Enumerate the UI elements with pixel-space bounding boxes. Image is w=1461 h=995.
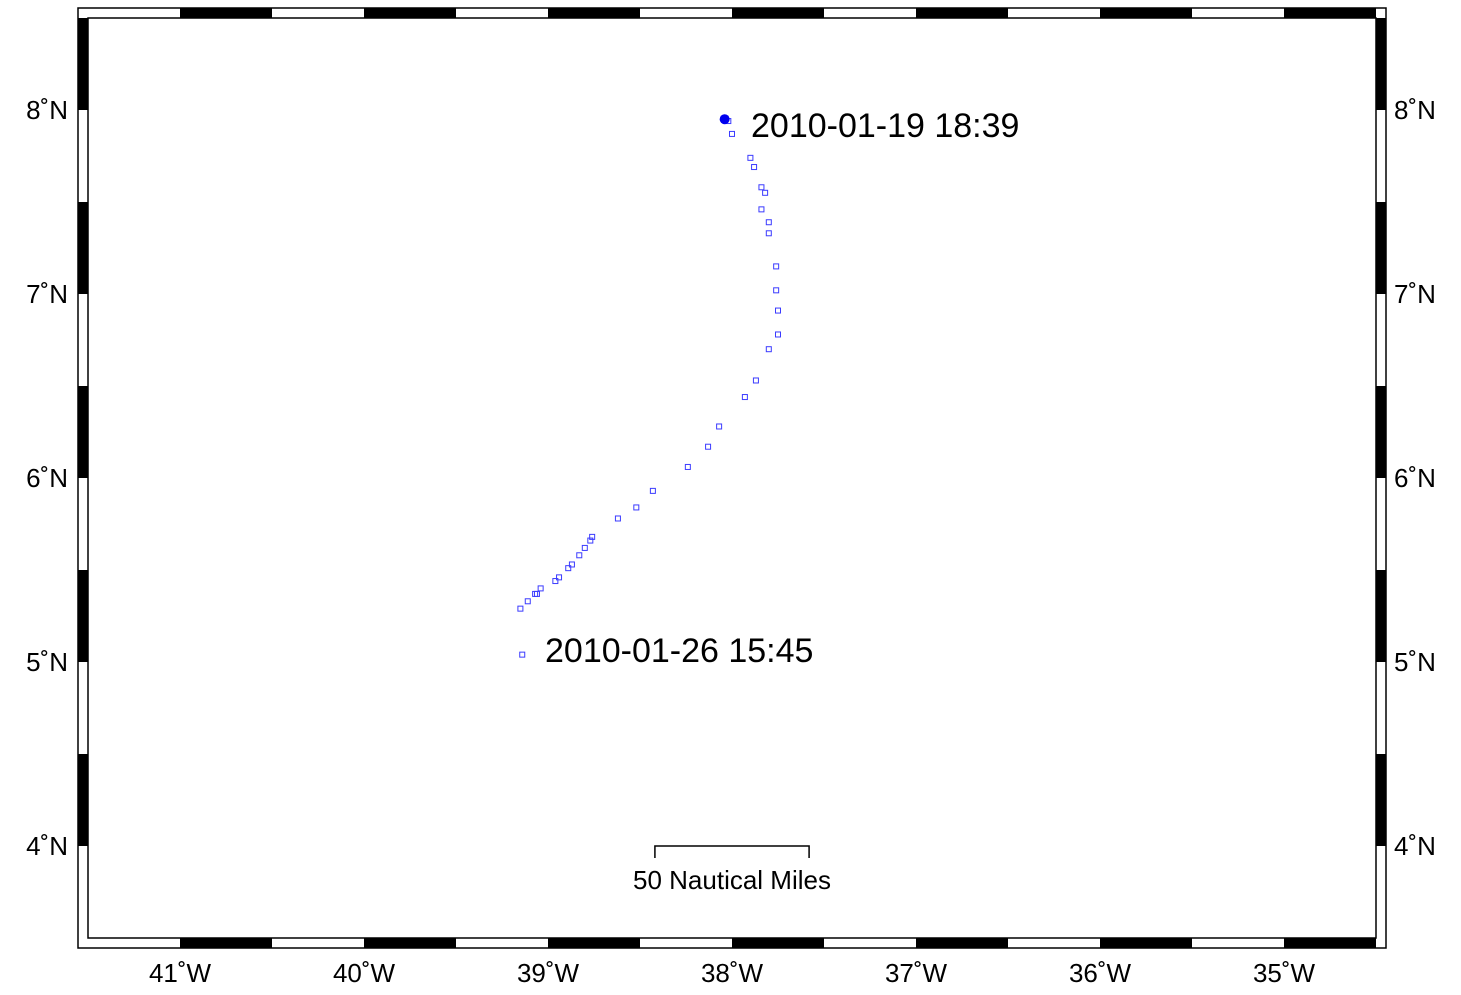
lat-tick-label-left: 8˚N (26, 95, 68, 125)
track-point (517, 605, 524, 612)
frame-bar-top (1100, 8, 1192, 18)
scale-bar-label: 50 Nautical Miles (633, 865, 831, 895)
track-point (589, 533, 596, 540)
frame-bar-left (78, 754, 88, 846)
frame-bar-top (364, 8, 456, 18)
lat-tick-label-right: 7˚N (1394, 279, 1436, 309)
drifter-track (517, 118, 781, 658)
longitude-labels: 41˚W 40˚W 39˚W 38˚W 37˚W 36˚W 35˚W (149, 958, 1316, 988)
frame-bar-left (78, 570, 88, 662)
track-point (762, 189, 769, 196)
scale-bar: 50 Nautical Miles (633, 845, 831, 895)
track-point (775, 307, 781, 314)
frame-bar-bottom (364, 938, 456, 948)
track-point (765, 219, 772, 226)
lat-tick-label-left: 7˚N (26, 279, 68, 309)
track-point (705, 443, 712, 450)
frame-bar-top (732, 8, 824, 18)
track-point (633, 504, 640, 511)
track-point (532, 590, 539, 597)
lon-tick-label: 37˚W (885, 958, 948, 988)
frame-bar-top (1284, 8, 1376, 18)
track-point (765, 230, 772, 237)
frame-bar-left (78, 386, 88, 478)
track-point (773, 263, 780, 270)
track-point (614, 515, 621, 522)
track-point (524, 598, 531, 605)
lon-tick-label: 36˚W (1069, 958, 1132, 988)
frame-bar-bottom (548, 938, 640, 948)
start-time-label: 2010-01-19 18:39 (751, 107, 1019, 145)
lat-tick-label-left: 6˚N (26, 463, 68, 493)
track-point (533, 590, 540, 597)
frame-bar-left (78, 18, 88, 110)
frame-bar-bottom (1284, 938, 1376, 948)
track-point (773, 287, 780, 294)
track-point (537, 585, 544, 592)
lat-tick-label-right: 6˚N (1394, 463, 1436, 493)
frame-bar-right (1376, 202, 1386, 294)
track-point (684, 463, 691, 470)
track-point (758, 184, 765, 191)
frame-bar-top (548, 8, 640, 18)
track-point (741, 394, 748, 401)
track-point (519, 651, 526, 658)
track-point (587, 537, 594, 544)
track-point (758, 206, 765, 213)
frame-bar-bottom (916, 938, 1008, 948)
frame-outer (77, 7, 1387, 949)
end-time-label: 2010-01-26 15:45 (545, 632, 813, 670)
track-point (751, 164, 758, 171)
track-point (729, 130, 735, 137)
track-point (752, 377, 759, 384)
frame-bar-top (916, 8, 1008, 18)
track-point (556, 574, 563, 581)
track-point (576, 552, 583, 559)
track-point (565, 565, 572, 572)
frame-bar-right (1376, 754, 1386, 846)
frame-bar-bottom (732, 938, 824, 948)
frame-bar-top (180, 8, 272, 18)
frame-bar-bottom (180, 938, 272, 948)
track-point (568, 561, 575, 568)
frame-bar-left (78, 202, 88, 294)
lon-tick-label: 35˚W (1253, 958, 1316, 988)
track-point (765, 346, 772, 353)
frame-inner (87, 17, 1377, 939)
frame-bar-right (1376, 18, 1386, 110)
start-marker (719, 114, 730, 125)
track-point (747, 154, 754, 161)
frame-bar-right (1376, 386, 1386, 478)
lon-tick-label: 40˚W (333, 958, 396, 988)
scale-bar-line (654, 845, 810, 858)
track-point (581, 544, 588, 551)
lat-tick-label-right: 8˚N (1394, 95, 1436, 125)
latitude-labels: 8˚N 8˚N 7˚N 7˚N 6˚N 6˚N 5˚N 5˚N 4˚N 4˚N (26, 95, 1436, 861)
track-point (716, 423, 723, 430)
lon-tick-label: 41˚W (149, 958, 212, 988)
lon-tick-label: 39˚W (517, 958, 580, 988)
lat-tick-label-right: 5˚N (1394, 647, 1436, 677)
lon-tick-label: 38˚W (701, 958, 764, 988)
track-point (552, 578, 559, 585)
lat-tick-label-left: 5˚N (26, 647, 68, 677)
frame-bar-right (1376, 570, 1386, 662)
lat-tick-label-right: 4˚N (1394, 831, 1436, 861)
track-point (649, 487, 656, 494)
track-point (775, 331, 781, 338)
frame-bar-bottom (1100, 938, 1192, 948)
map-frame (77, 7, 1387, 949)
lat-tick-label-left: 4˚N (26, 831, 68, 861)
